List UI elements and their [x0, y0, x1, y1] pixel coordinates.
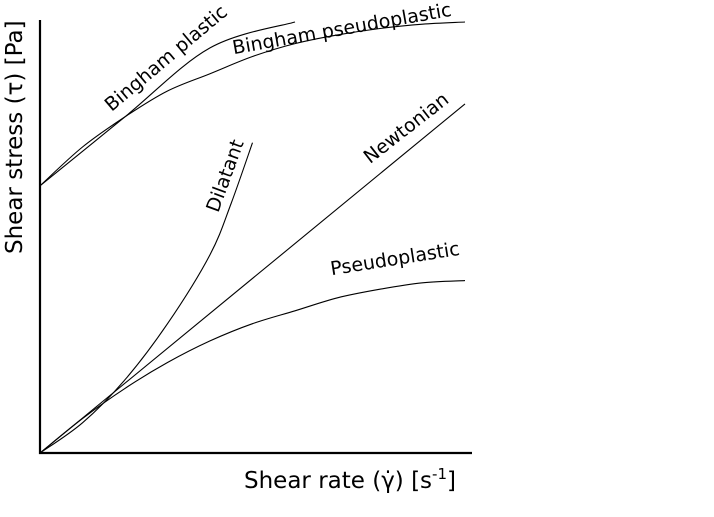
curve-newtonian — [39, 103, 466, 454]
curve-pseudoplastic — [39, 280, 466, 454]
label-newtonian: Newtonian — [360, 88, 454, 168]
x-axis-label-main: Shear rate (γ̇) [s — [244, 468, 432, 494]
curve-bingham-plastic — [39, 21, 296, 187]
label-bingham-plastic: Bingham plastic — [101, 1, 232, 116]
x-axis-label: Shear rate (γ̇) [s-1] — [244, 465, 456, 494]
y-axis-label: Shear stress (τ) [Pa] — [2, 20, 28, 254]
axes — [38, 20, 472, 455]
curve-dilatant — [39, 142, 254, 454]
label-pseudoplastic: Pseudoplastic — [329, 238, 461, 280]
label-dilatant: Dilatant — [202, 137, 248, 215]
curve-bingham-pseudoplastic — [39, 21, 466, 187]
curves-group — [39, 21, 466, 454]
x-axis-label-end: ] — [447, 468, 456, 494]
x-axis-label-sup: -1 — [432, 465, 447, 483]
